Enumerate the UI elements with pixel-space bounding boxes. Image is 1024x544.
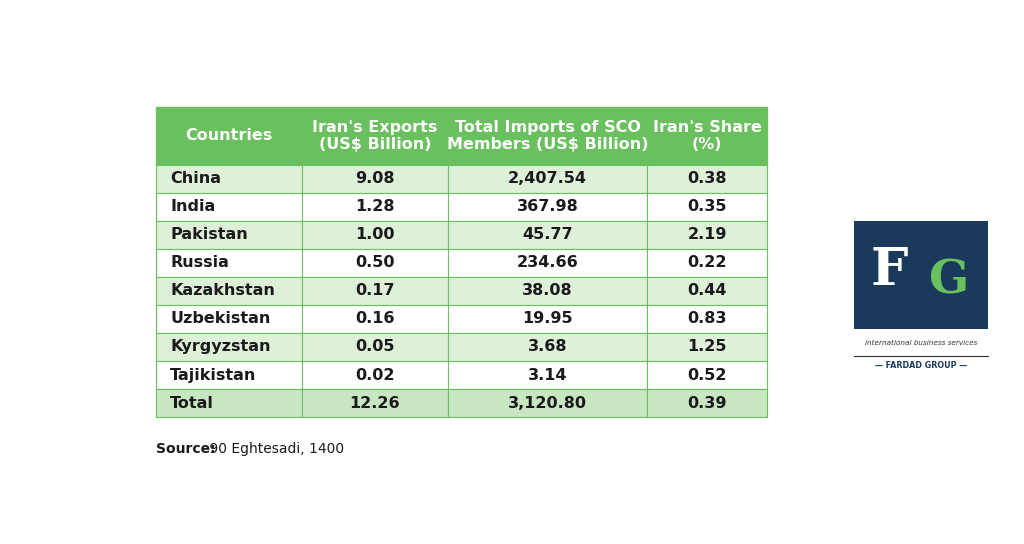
Bar [647,389,767,417]
Bar [156,333,302,361]
Text: 90 Eghtesadi, 1400: 90 Eghtesadi, 1400 [205,442,344,455]
Text: 0.83: 0.83 [687,311,727,326]
Text: Kazakhstan: Kazakhstan [170,283,274,298]
Bar [302,361,449,389]
Bar [156,107,302,164]
Text: 1.28: 1.28 [355,199,394,214]
Text: Countries: Countries [185,128,272,143]
Bar [449,221,647,249]
FancyBboxPatch shape [836,200,1007,388]
Bar [647,277,767,305]
Text: Iran's Exports
(US$ Billion): Iran's Exports (US$ Billion) [312,120,437,152]
Text: 0.22: 0.22 [687,255,727,270]
Text: 0.02: 0.02 [355,368,394,382]
Bar [647,305,767,333]
Bar [647,249,767,277]
Bar [156,249,302,277]
Bar [302,164,449,193]
Text: 1.00: 1.00 [355,227,394,242]
Bar [302,221,449,249]
Text: 19.95: 19.95 [522,311,573,326]
Text: 3.68: 3.68 [528,339,567,355]
Text: 0.35: 0.35 [687,199,727,214]
Bar [647,164,767,193]
Bar [449,107,647,164]
Bar [647,361,767,389]
Bar [156,277,302,305]
Text: 0.39: 0.39 [687,395,727,411]
Bar [449,389,647,417]
Text: 0.16: 0.16 [355,311,394,326]
Text: 0.17: 0.17 [355,283,394,298]
Text: 0.52: 0.52 [687,368,727,382]
Bar [156,164,302,193]
Text: 367.98: 367.98 [517,199,579,214]
Text: China: China [170,171,221,186]
Text: Total Imports of SCO
Members (US$ Billion): Total Imports of SCO Members (US$ Billio… [446,120,648,152]
Text: Tajikistan: Tajikistan [170,368,256,382]
Text: Total: Total [170,395,214,411]
Bar [647,107,767,164]
Text: Pakistan: Pakistan [170,227,248,242]
Bar [449,333,647,361]
Bar [156,193,302,221]
Text: Kyrgyzstan: Kyrgyzstan [170,339,270,355]
Text: Russia: Russia [170,255,229,270]
Text: Source:: Source: [156,442,215,455]
Text: Uzbekistan: Uzbekistan [170,311,270,326]
Bar [449,164,647,193]
Bar [302,389,449,417]
Text: 234.66: 234.66 [517,255,579,270]
Text: 2,407.54: 2,407.54 [508,171,587,186]
Bar [449,305,647,333]
Text: 0.44: 0.44 [687,283,727,298]
Bar [156,221,302,249]
Text: 3.14: 3.14 [528,368,567,382]
Text: 1.25: 1.25 [687,339,727,355]
Text: 2.19: 2.19 [687,227,727,242]
Bar [302,305,449,333]
Text: 45.77: 45.77 [522,227,573,242]
FancyBboxPatch shape [854,221,988,329]
Bar [449,277,647,305]
Bar [302,107,449,164]
Bar [302,249,449,277]
Bar [647,221,767,249]
Bar [647,193,767,221]
Text: Iran's Share
(%): Iran's Share (%) [652,120,762,152]
Bar [302,333,449,361]
Bar [302,277,449,305]
Text: F: F [870,245,908,296]
Text: G: G [930,258,970,304]
Bar [449,249,647,277]
Bar [449,193,647,221]
Text: 0.50: 0.50 [355,255,394,270]
Text: India: India [170,199,215,214]
Text: international business services: international business services [865,339,977,345]
Bar [647,333,767,361]
Text: 3,120.80: 3,120.80 [508,395,587,411]
Text: 0.38: 0.38 [687,171,727,186]
Bar [302,193,449,221]
Bar [156,389,302,417]
Text: 12.26: 12.26 [349,395,400,411]
Text: 9.08: 9.08 [355,171,394,186]
Bar [156,361,302,389]
Bar [449,361,647,389]
Text: 0.05: 0.05 [355,339,394,355]
Text: 38.08: 38.08 [522,283,573,298]
Text: — FARDAD GROUP —: — FARDAD GROUP — [876,361,967,369]
Bar [156,305,302,333]
